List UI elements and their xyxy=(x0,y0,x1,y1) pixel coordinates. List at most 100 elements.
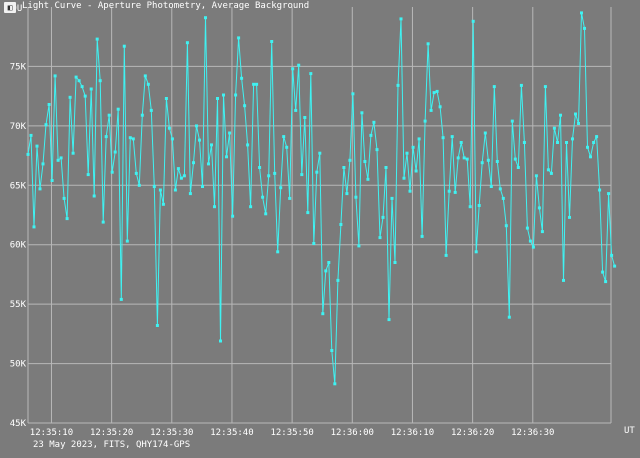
data-point xyxy=(56,158,60,162)
data-point xyxy=(501,196,505,200)
data-point xyxy=(282,135,286,139)
data-point xyxy=(267,174,271,178)
data-point xyxy=(255,82,259,86)
data-point xyxy=(35,144,39,148)
data-point xyxy=(519,83,523,87)
data-point xyxy=(258,166,262,169)
data-point xyxy=(318,151,322,155)
data-point xyxy=(393,261,397,264)
data-point xyxy=(426,42,430,46)
data-point xyxy=(179,176,183,180)
data-point xyxy=(525,226,529,230)
data-point xyxy=(185,41,189,45)
data-point xyxy=(348,158,352,162)
data-point xyxy=(372,120,376,124)
data-point xyxy=(369,133,373,137)
data-points xyxy=(26,11,617,386)
data-point xyxy=(303,116,307,119)
data-point xyxy=(559,113,562,117)
window-title: Light Curve - Aperture Photometry, Avera… xyxy=(22,1,310,11)
data-point xyxy=(195,124,198,128)
data-point xyxy=(149,108,153,112)
data-point xyxy=(59,156,63,160)
data-point xyxy=(345,192,349,196)
data-point xyxy=(366,177,370,181)
data-point xyxy=(363,160,367,163)
data-point xyxy=(583,26,586,30)
data-point xyxy=(613,264,617,268)
data-point xyxy=(462,156,466,160)
data-point xyxy=(351,92,355,96)
data-point xyxy=(604,280,608,284)
data-point xyxy=(122,44,126,48)
data-point xyxy=(32,225,36,229)
data-point xyxy=(441,136,445,140)
data-point xyxy=(288,196,292,200)
data-point xyxy=(571,137,574,141)
data-point xyxy=(155,324,159,327)
x-tick-label: 12:35:30 xyxy=(150,428,193,438)
y-tick-label: 70K xyxy=(10,122,27,132)
data-point xyxy=(146,82,150,86)
data-point xyxy=(71,151,75,155)
data-point xyxy=(104,135,108,139)
data-point xyxy=(405,151,409,155)
light-curve-app-icon[interactable]: ◧ xyxy=(4,2,16,13)
data-point xyxy=(504,224,508,228)
data-point xyxy=(444,253,448,257)
x-tick-labels: 12:35:10 12:35:20 12:35:30 12:35:40 12:35:50… xyxy=(30,428,555,438)
data-point xyxy=(375,148,379,152)
data-point xyxy=(486,158,490,162)
x-tick-label: 12:35:40 xyxy=(210,428,253,438)
data-point xyxy=(384,166,388,169)
y-tick-label: 55K xyxy=(10,300,27,310)
data-point xyxy=(408,189,412,193)
data-point xyxy=(116,107,120,111)
data-point xyxy=(74,75,78,79)
data-point xyxy=(339,223,343,226)
data-point xyxy=(113,150,117,154)
data-point xyxy=(273,171,277,175)
data-point xyxy=(327,261,331,264)
data-point xyxy=(119,297,123,301)
data-point xyxy=(471,19,475,23)
data-point xyxy=(188,192,192,196)
data-point xyxy=(246,143,250,147)
data-point xyxy=(321,312,325,316)
data-point xyxy=(468,205,472,209)
data-point xyxy=(540,230,544,234)
data-point xyxy=(474,250,478,254)
data-point xyxy=(546,168,550,172)
data-point xyxy=(92,194,96,198)
data-point xyxy=(50,179,54,182)
y-tick-label: 45K xyxy=(10,419,27,429)
data-point xyxy=(435,89,439,93)
y-tick-label: 50K xyxy=(10,360,27,370)
data-point xyxy=(47,103,51,106)
data-point xyxy=(543,85,547,89)
data-point xyxy=(68,95,72,99)
data-point xyxy=(170,137,174,141)
data-point xyxy=(240,76,244,80)
data-point xyxy=(534,174,538,178)
data-point xyxy=(210,143,213,147)
data-point xyxy=(556,141,559,144)
data-point xyxy=(26,152,30,156)
data-point xyxy=(420,234,424,238)
data-point xyxy=(432,91,436,95)
data-point xyxy=(279,186,283,190)
data-point xyxy=(264,212,268,216)
data-point xyxy=(399,17,403,21)
data-point xyxy=(531,245,535,249)
data-point xyxy=(402,176,406,180)
data-point xyxy=(610,253,614,257)
data-point xyxy=(333,382,337,386)
data-point xyxy=(173,188,177,192)
data-point xyxy=(192,161,195,165)
data-point xyxy=(354,195,358,199)
data-point xyxy=(270,40,274,43)
data-point xyxy=(423,119,427,123)
data-point xyxy=(417,137,421,141)
data-point xyxy=(607,192,611,196)
